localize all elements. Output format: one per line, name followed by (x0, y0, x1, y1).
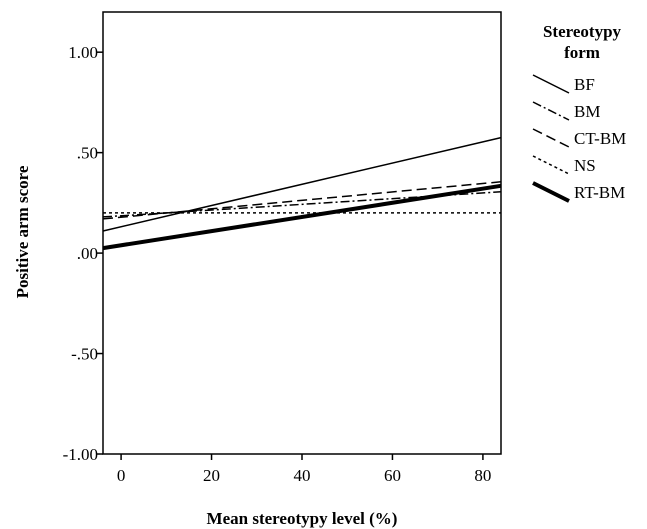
x-tick-label: 80 (474, 466, 491, 485)
series-line-bf (102, 136, 502, 232)
legend-title-line-1: Stereotypy (543, 22, 622, 41)
legend-swatch-ct-bm (532, 128, 570, 148)
x-tick-label: 60 (384, 466, 401, 485)
legend-swatch-ns (532, 155, 570, 175)
y-axis-title: Positive arm score (13, 165, 32, 298)
legend-label-bm: BM (574, 102, 600, 121)
legend-swatch-bm (532, 101, 570, 121)
series-lines (102, 136, 502, 251)
series-line-rt-bm (102, 183, 502, 251)
y-tick-label: -1.00 (63, 445, 98, 464)
plot-area: 1.00 .50 .00 -.50 -1.00 0 20 40 60 80 (63, 11, 502, 485)
legend-swatch-rt-bm (532, 181, 570, 203)
legend: Stereotypy form BF BM CT-BM NS RT-BM (532, 22, 626, 203)
legend-swatch-bf (532, 74, 570, 94)
y-tick-label: -.50 (71, 345, 98, 364)
legend-label-ns: NS (574, 156, 596, 175)
y-axis-ticks: 1.00 .50 .00 -.50 -1.00 (63, 43, 103, 464)
legend-title-line-2: form (564, 43, 600, 62)
x-tick-label: 20 (203, 466, 220, 485)
legend-label-rt-bm: RT-BM (574, 183, 625, 202)
y-tick-label: .50 (77, 144, 98, 163)
y-tick-label: 1.00 (68, 43, 98, 62)
legend-label-ct-bm: CT-BM (574, 129, 626, 148)
y-tick-label: .00 (77, 244, 98, 263)
legend-items: BF BM CT-BM NS RT-BM (532, 74, 626, 203)
plot-frame (102, 11, 502, 455)
series-line-bm (102, 191, 502, 218)
x-tick-label: 0 (117, 466, 126, 485)
legend-label-bf: BF (574, 75, 595, 94)
x-tick-label: 40 (294, 466, 311, 485)
x-axis-title: Mean stereotypy level (%) (207, 509, 398, 528)
x-axis-ticks: 0 20 40 60 80 (117, 454, 491, 485)
